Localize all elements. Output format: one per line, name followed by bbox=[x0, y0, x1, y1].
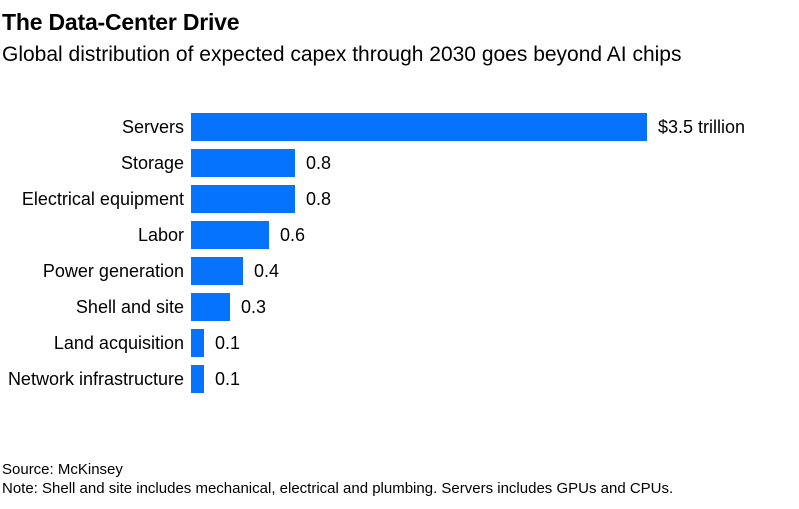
value-label: 0.1 bbox=[215, 333, 241, 353]
value-label: 0.8 bbox=[306, 189, 332, 209]
chart-row: Labor 0.6 bbox=[2, 221, 799, 249]
bar bbox=[191, 329, 204, 357]
value-label: 0.3 bbox=[241, 297, 267, 317]
category-label: Land acquisition bbox=[53, 333, 184, 353]
bar bbox=[191, 113, 647, 141]
chart-row: Shell and site 0.3 bbox=[2, 293, 799, 321]
chart-row: Power generation 0.4 bbox=[2, 257, 799, 285]
chart-subtitle: Global distribution of expected capex th… bbox=[2, 43, 682, 66]
value-label: 0.6 bbox=[280, 225, 306, 245]
category-label: Servers bbox=[121, 117, 184, 137]
bar bbox=[191, 257, 243, 285]
value-label: $3.5 trillion bbox=[658, 117, 746, 137]
bar bbox=[191, 149, 295, 177]
category-label: Shell and site bbox=[75, 297, 184, 317]
category-label: Storage bbox=[120, 153, 184, 173]
bar-chart: Servers $3.5 trillion Storage 0.8 Electrical… bbox=[2, 113, 799, 393]
value-label: 0.4 bbox=[254, 261, 280, 281]
chart-row: Storage 0.8 bbox=[2, 149, 799, 177]
chart-row: Electrical equipment 0.8 bbox=[2, 185, 799, 213]
value-label: 0.8 bbox=[306, 153, 332, 173]
bar bbox=[191, 293, 230, 321]
category-label: Power generation bbox=[42, 261, 184, 281]
chart-footer: Source: McKinsey Note: Shell and site in… bbox=[2, 460, 673, 498]
chart-row: Network infrastructure 0.1 bbox=[2, 365, 799, 393]
note-text: Note: Shell and site includes mechanical… bbox=[2, 480, 674, 497]
chart-row: Servers $3.5 trillion bbox=[2, 113, 799, 141]
chart-row: Land acquisition 0.1 bbox=[2, 329, 799, 357]
category-label: Labor bbox=[137, 225, 184, 245]
value-label: 0.1 bbox=[215, 369, 241, 389]
chart-title: The Data-Center Drive bbox=[2, 9, 240, 35]
bar bbox=[191, 365, 204, 393]
category-label: Electrical equipment bbox=[21, 189, 184, 209]
source-text: Source: McKinsey bbox=[2, 461, 123, 478]
bar bbox=[191, 221, 269, 249]
category-label: Network infrastructure bbox=[7, 369, 184, 389]
bar bbox=[191, 185, 295, 213]
